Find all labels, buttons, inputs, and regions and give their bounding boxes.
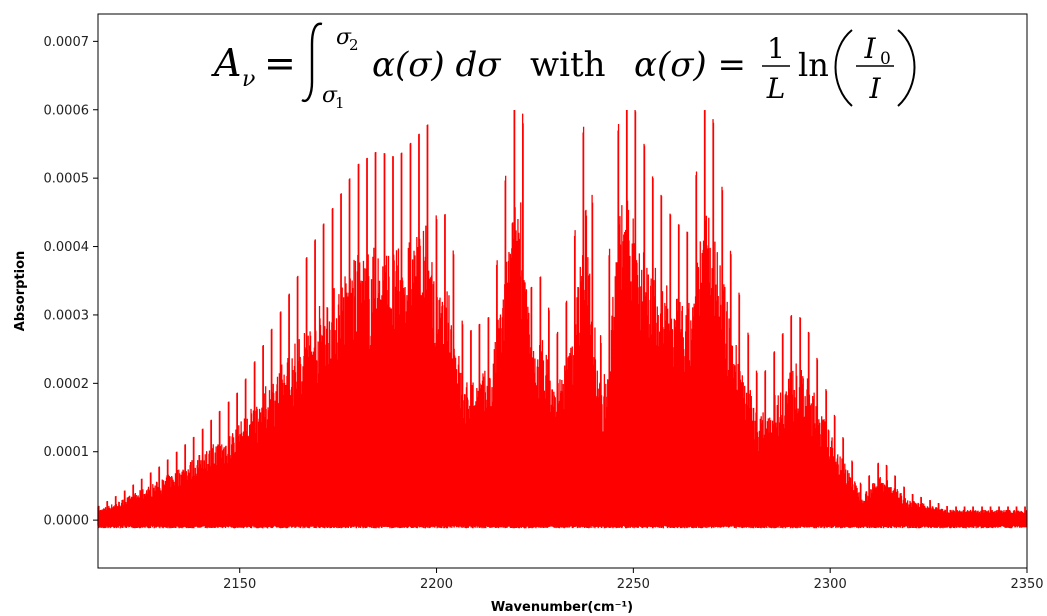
right-paren	[897, 29, 916, 107]
ln-label: ln	[798, 46, 829, 84]
y-tick-label: 0.0007	[44, 35, 90, 50]
equation-background	[206, 22, 926, 110]
x-tick-label: 2150	[223, 577, 256, 592]
inner-denominator: I	[868, 72, 881, 105]
integral-upper-sub: 2	[349, 36, 359, 54]
y-axis-title: Absorption	[13, 251, 28, 332]
y-tick-label: 0.0000	[44, 514, 90, 529]
plot-frame	[97, 13, 1028, 569]
eq-with: with	[530, 45, 606, 85]
inner-numerator-sub: 0	[880, 49, 891, 69]
inner-numerator: I	[863, 32, 876, 65]
eq-lhs-sub: ν	[242, 67, 255, 92]
integral-lower: σ	[322, 83, 338, 108]
integrand: α(σ) dσ	[372, 45, 501, 85]
equation-annotation: A ν = σ 2 σ 1 α(σ) dσ with α(σ) = 1 L ln…	[206, 22, 926, 112]
y-axis: 0.0000 0.0001 0.0002 0.0003 0.0004 0.0005 0.00…	[44, 35, 98, 529]
y-tick-label: 0.0003	[44, 308, 90, 323]
y-tick-label: 0.0006	[44, 103, 90, 118]
x-tick-label: 2350	[1010, 577, 1043, 592]
integral-sign	[301, 22, 323, 103]
left-paren	[834, 29, 853, 107]
y-tick-label: 0.0005	[44, 172, 90, 187]
y-tick-label: 0.0002	[44, 377, 90, 392]
x-tick-label: 2200	[420, 577, 453, 592]
x-axis: 2150 2200 2250 2300 2350	[223, 568, 1044, 592]
integral-upper: σ	[336, 25, 352, 50]
integral-lower-sub: 1	[335, 94, 345, 112]
x-tick-label: 2250	[617, 577, 650, 592]
eq-equals: =	[264, 41, 296, 85]
frac-denominator: L	[766, 72, 786, 105]
y-tick-label: 0.0004	[44, 240, 90, 255]
x-tick-label: 2300	[814, 577, 847, 592]
frac-numerator: 1	[767, 32, 785, 65]
alpha-definition: α(σ) =	[634, 45, 746, 85]
eq-lhs: A	[211, 41, 241, 85]
x-axis-title: Wavenumber(cm⁻¹)	[491, 600, 633, 615]
y-tick-label: 0.0001	[44, 445, 90, 460]
